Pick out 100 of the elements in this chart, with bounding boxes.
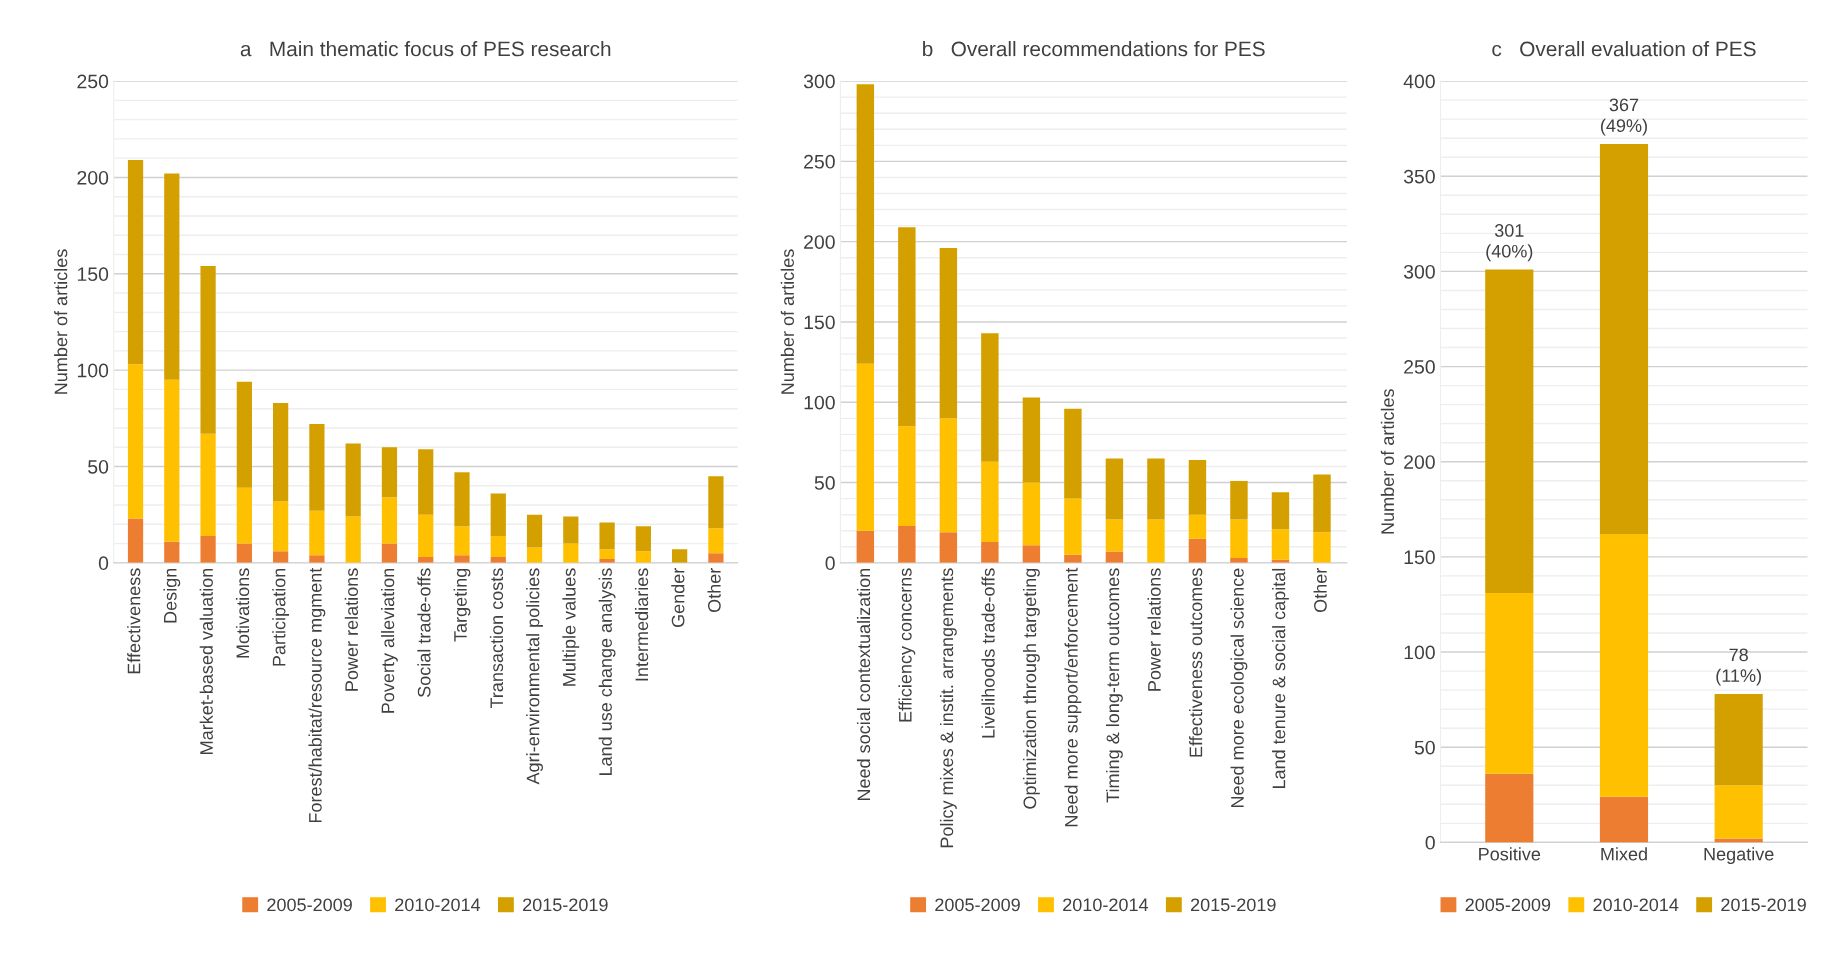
bar (708, 553, 724, 563)
bar (309, 424, 325, 511)
bar (635, 551, 651, 563)
legend-label: 2005-2009 (935, 898, 1020, 912)
bar (127, 160, 144, 365)
bar (1230, 480, 1248, 520)
bar (708, 528, 724, 554)
y-tick-label: 250 (77, 74, 109, 89)
bar (1147, 519, 1165, 563)
bar (1313, 532, 1331, 563)
bar (1188, 514, 1207, 539)
bar (1485, 269, 1534, 594)
y-tick-label: 0 (825, 556, 835, 571)
bar (563, 516, 579, 544)
y-tick-label: 300 (803, 74, 835, 89)
y-tick-label: 50 (88, 459, 109, 474)
bar (309, 510, 325, 556)
y-tick-label: 250 (1404, 360, 1435, 374)
bar (273, 402, 289, 502)
bar (236, 381, 252, 488)
x-tick-label: Power relations (1147, 568, 1161, 691)
bar (1271, 529, 1290, 560)
y-tick-label: 200 (1404, 455, 1435, 469)
bar (490, 493, 506, 536)
bar (1599, 143, 1649, 535)
bar (708, 476, 724, 529)
bar (273, 501, 289, 552)
bar (236, 543, 252, 563)
x-tick-label: Timing & long-term outcomes (1106, 568, 1123, 803)
bar (898, 525, 916, 563)
bar (856, 84, 875, 364)
x-tick-label: Policy mixes & instit. arrangements (939, 568, 957, 848)
y-axis-title: Number of articles (780, 249, 795, 394)
bar (981, 461, 999, 542)
y-tick-label: 350 (1403, 169, 1435, 184)
bar (127, 364, 144, 519)
bar (1714, 785, 1763, 839)
legend-label: 2015-2019 (1191, 898, 1276, 912)
legend-label: 2005-2009 (267, 898, 352, 912)
bar (1271, 492, 1290, 530)
bar (345, 516, 361, 563)
y-tick-label: 200 (77, 170, 109, 185)
x-tick-label: Need social contextualization (856, 568, 871, 801)
bar (526, 547, 543, 563)
bar (381, 447, 398, 498)
y-tick-label: 200 (804, 235, 835, 249)
bar (200, 535, 216, 563)
bar (164, 173, 180, 380)
bar (1599, 534, 1649, 797)
bar (856, 530, 875, 563)
bar (939, 418, 958, 533)
x-tick-label: Land use change analysis (598, 568, 616, 776)
legend-label: 2010-2014 (1063, 898, 1149, 912)
bar (418, 449, 434, 515)
x-tick-label: Social trade-offs (417, 568, 431, 698)
x-tick-label: Need more support/enforcement (1064, 567, 1082, 827)
x-tick-label: Motivations (235, 568, 250, 658)
bar (1188, 460, 1207, 515)
x-tick-label: Agri-environmental policies (526, 568, 543, 785)
bar (635, 526, 651, 552)
bar (273, 551, 289, 563)
legend-label: 2005-2009 (1465, 898, 1551, 912)
x-tick-label: Market-based valuation (199, 568, 213, 754)
bar (1105, 458, 1124, 520)
y-tick-label: 150 (804, 315, 835, 330)
x-tick-label: Effectiveness (127, 568, 141, 674)
bar (898, 426, 916, 526)
chart-title: c Overall evaluation of PES (1492, 40, 1756, 57)
x-tick-label: Other (707, 568, 721, 613)
bar (236, 487, 252, 544)
bar (939, 532, 958, 563)
x-tick-label: Effectiveness outcomes (1189, 568, 1203, 757)
x-tick-label: Negative (1704, 847, 1774, 865)
y-tick-label: 50 (1414, 740, 1435, 755)
bar (672, 549, 688, 563)
y-tick-label: 0 (1425, 835, 1435, 850)
x-tick-label: Targeting (453, 568, 471, 642)
x-tick-label: Intermediaries (634, 568, 649, 681)
y-tick-label: 100 (77, 363, 109, 378)
x-tick-label: Participation (272, 568, 290, 666)
bar (526, 514, 543, 548)
x-tick-label: Design (163, 568, 181, 623)
y-tick-label: 0 (98, 556, 109, 571)
bar (454, 472, 470, 527)
legend-label: 2010-2014 (395, 898, 481, 912)
legend-label: 2015-2019 (1721, 898, 1806, 912)
bar (164, 541, 180, 563)
x-tick-label: Multiple values (562, 568, 580, 686)
bar (856, 363, 875, 531)
x-tick-label: Livelihoods trade-offs (981, 568, 995, 738)
y-tick-label: 150 (77, 267, 109, 282)
bar (1105, 519, 1124, 552)
bar (1022, 545, 1041, 563)
bar (599, 549, 615, 560)
bar (200, 266, 216, 434)
bar (1064, 408, 1082, 499)
bar (939, 248, 958, 419)
bar (1022, 482, 1041, 546)
y-axis-title: Number of articles (1380, 389, 1395, 534)
y-tick-label: 100 (804, 395, 835, 410)
